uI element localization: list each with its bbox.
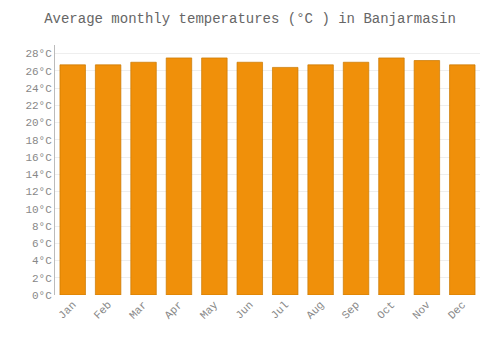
svg-text:Feb: Feb xyxy=(92,299,114,321)
svg-text:Apr: Apr xyxy=(162,299,184,321)
svg-text:26°C: 26°C xyxy=(25,66,52,78)
svg-text:18°C: 18°C xyxy=(25,135,52,147)
svg-text:Jul: Jul xyxy=(269,299,291,321)
svg-text:20°C: 20°C xyxy=(25,117,52,129)
svg-text:2°C: 2°C xyxy=(32,273,52,285)
svg-text:Jun: Jun xyxy=(233,299,255,321)
svg-text:Oct: Oct xyxy=(375,299,397,321)
svg-text:4°C: 4°C xyxy=(32,255,52,267)
svg-text:28°C: 28°C xyxy=(25,48,52,60)
svg-text:6°C: 6°C xyxy=(32,238,52,250)
svg-text:16°C: 16°C xyxy=(25,152,52,164)
svg-text:May: May xyxy=(198,299,221,322)
svg-text:8°C: 8°C xyxy=(32,221,52,233)
svg-text:Sep: Sep xyxy=(340,299,362,321)
svg-text:0°C: 0°C xyxy=(32,290,52,302)
svg-text:Dec: Dec xyxy=(446,299,468,321)
svg-text:Average monthly temperatures (: Average monthly temperatures (°C ) in Ba… xyxy=(44,11,456,27)
svg-text:10°C: 10°C xyxy=(25,204,52,216)
svg-text:24°C: 24°C xyxy=(25,83,52,95)
svg-text:Aug: Aug xyxy=(304,299,326,321)
svg-text:14°C: 14°C xyxy=(25,169,52,181)
svg-text:22°C: 22°C xyxy=(25,100,52,112)
svg-text:Jan: Jan xyxy=(56,299,78,321)
svg-text:Nov: Nov xyxy=(410,299,433,322)
svg-text:Mar: Mar xyxy=(127,299,149,321)
svg-text:12°C: 12°C xyxy=(25,186,52,198)
